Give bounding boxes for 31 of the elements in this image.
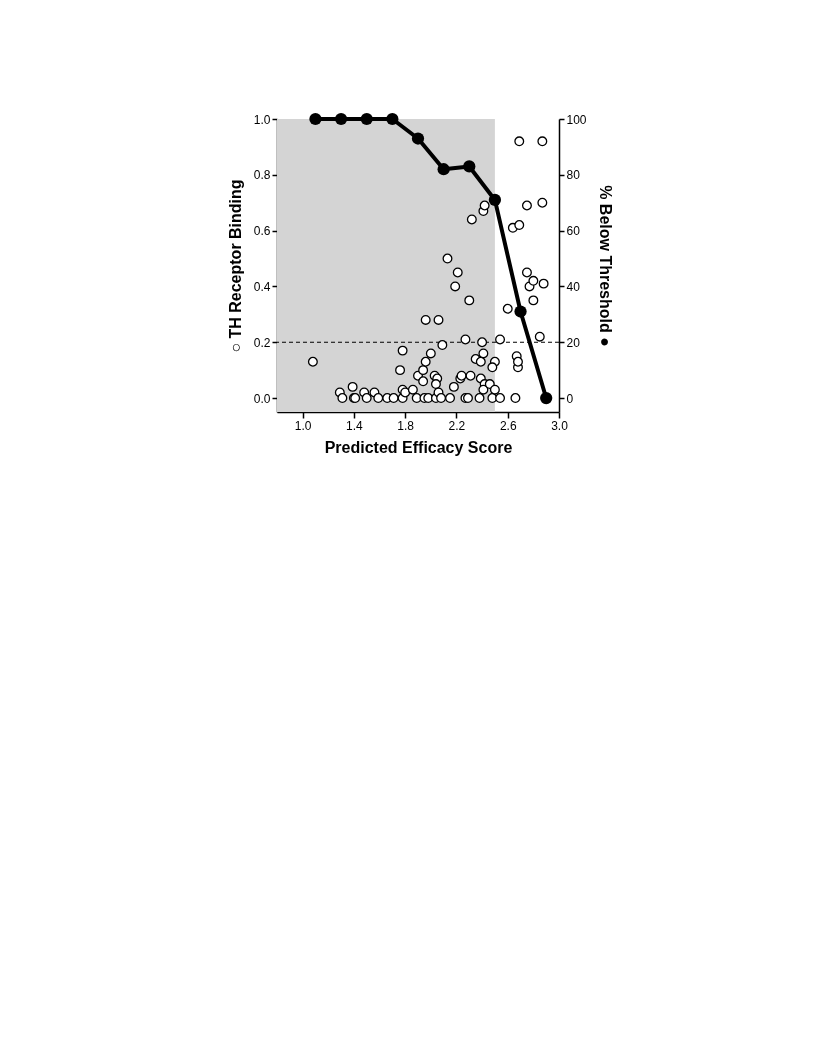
y2-axis-title: % Below Threshold ● [596,185,614,347]
y2-tick-label: 60 [566,224,581,239]
point [488,193,502,207]
y-tick-label: 0.6 [253,224,271,239]
x-tick-label: 2.2 [448,418,466,433]
point [540,391,553,405]
y2-tick-label: 0 [566,391,574,406]
y-tick-label: 0.2 [253,335,271,350]
point [411,132,425,145]
x-tick-label: 2.6 [499,418,517,433]
point [437,163,450,176]
x-tick-label: 1.4 [346,418,364,433]
y2-tick-label: 20 [566,335,581,350]
x-axis-title: Predicted Efficacy Score [324,438,513,456]
y2-tick-label: 100 [566,112,587,127]
y-tick-label: 1.0 [253,112,271,127]
point [360,112,373,126]
x-tick-label: 1.0 [294,418,312,433]
y-tick-label: 0.0 [253,391,271,406]
point [309,112,322,126]
point [463,160,476,173]
point [514,305,527,318]
y2-tick-label: 40 [566,279,581,294]
x-tick-label: 1.8 [397,418,415,433]
x-tick-label: 3.0 [551,418,569,433]
point [386,112,399,126]
y-tick-label: 0.8 [253,168,271,183]
y-tick-label: 0.4 [253,279,271,294]
y2-tick-label: 80 [566,168,581,183]
y-axis-title: ○ TH Receptor Binding [226,179,244,353]
point [334,112,348,126]
